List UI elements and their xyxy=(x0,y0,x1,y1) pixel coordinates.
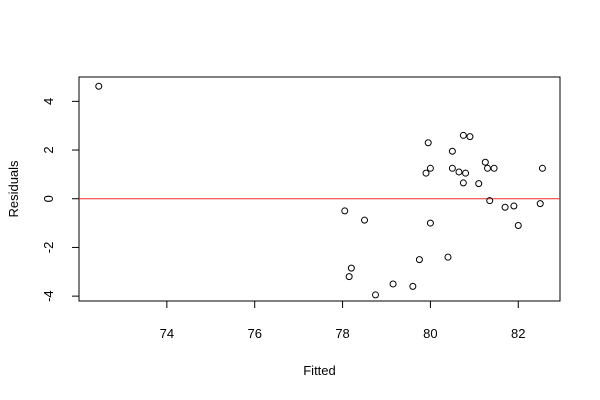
y-tick-label: -2 xyxy=(41,242,56,254)
data-point xyxy=(459,131,467,139)
data-point xyxy=(490,164,498,172)
data-point xyxy=(372,291,380,299)
data-point xyxy=(486,197,494,205)
data-point xyxy=(536,200,544,208)
x-tick-label: 80 xyxy=(423,326,437,341)
x-tick-label: 82 xyxy=(511,326,525,341)
data-point xyxy=(538,164,546,172)
data-point xyxy=(481,158,489,166)
y-axis: -4 -2 0 2 4 xyxy=(41,98,79,302)
data-point xyxy=(424,139,432,147)
y-tick-label: 2 xyxy=(41,146,56,153)
data-point xyxy=(448,147,456,155)
data-point xyxy=(514,222,522,230)
data-point xyxy=(475,180,483,188)
x-tick-label: 74 xyxy=(160,326,174,341)
data-point xyxy=(345,273,353,281)
plot-frame xyxy=(78,76,561,302)
y-tick-label: -4 xyxy=(41,290,56,302)
data-point xyxy=(422,169,430,177)
data-point xyxy=(462,169,470,177)
x-tick-label: 78 xyxy=(335,326,349,341)
y-tick-label: 4 xyxy=(41,98,56,105)
data-point xyxy=(448,164,456,172)
data-point xyxy=(459,179,467,187)
data-point xyxy=(426,219,434,227)
data-point xyxy=(409,282,417,290)
y-tick-label: 0 xyxy=(41,195,56,202)
data-point xyxy=(466,133,474,141)
x-tick-label: 76 xyxy=(247,326,261,341)
x-axis: 74 76 78 80 82 xyxy=(160,301,526,341)
data-point xyxy=(426,164,434,172)
data-point xyxy=(415,256,423,264)
x-axis-label: Fitted xyxy=(303,363,336,378)
data-point xyxy=(484,164,492,172)
data-point xyxy=(444,253,452,261)
data-point xyxy=(455,168,463,176)
data-point xyxy=(341,207,349,215)
data-point xyxy=(389,280,397,288)
data-point xyxy=(501,203,509,211)
data-point xyxy=(347,264,355,272)
points-layer xyxy=(95,82,546,299)
data-point xyxy=(361,216,369,224)
y-axis-label: Residuals xyxy=(6,160,21,218)
data-point xyxy=(95,82,103,90)
data-point xyxy=(510,202,518,210)
